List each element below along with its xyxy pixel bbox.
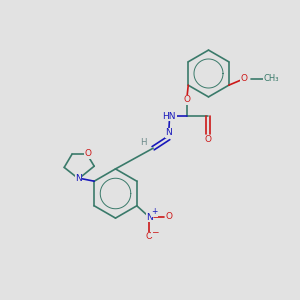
Text: +: + — [151, 207, 158, 216]
Text: O: O — [165, 212, 172, 221]
Text: O: O — [146, 232, 153, 241]
Text: N: N — [165, 128, 172, 137]
Text: O: O — [204, 135, 211, 144]
Text: −: − — [151, 228, 159, 237]
Text: N: N — [146, 213, 153, 222]
Text: H: H — [140, 138, 147, 147]
Text: HN: HN — [163, 112, 176, 121]
Text: CH₃: CH₃ — [263, 74, 278, 82]
Text: O: O — [183, 95, 190, 104]
Text: N: N — [75, 174, 82, 183]
Text: O: O — [241, 74, 248, 83]
Text: O: O — [84, 149, 91, 158]
